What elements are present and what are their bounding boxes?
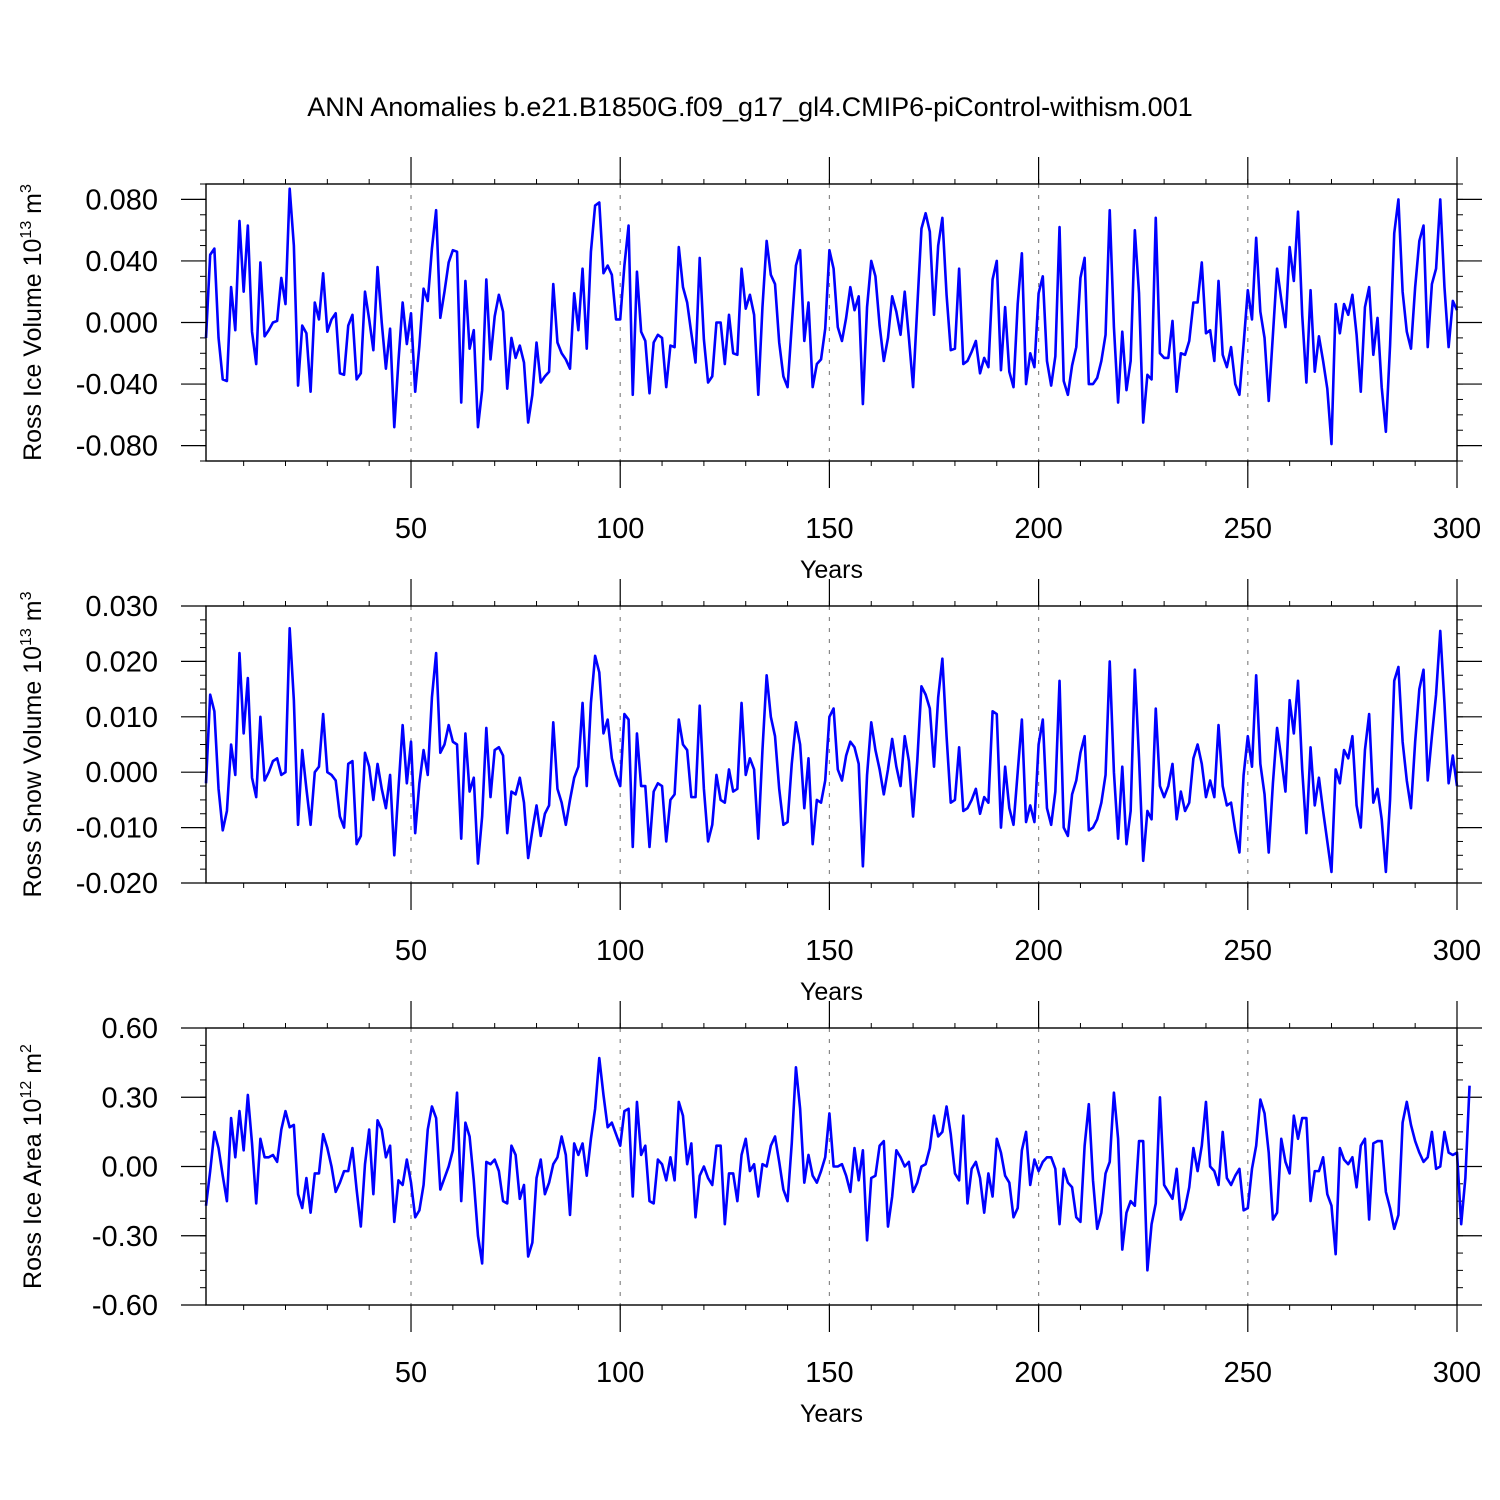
y-tick-label: -0.010 bbox=[76, 813, 158, 845]
x-tick-label: 250 bbox=[1224, 513, 1272, 545]
y-axis-title-text: m bbox=[19, 600, 47, 628]
y-axis-title-superscript: 2 bbox=[18, 1044, 35, 1053]
y-axis-title-superscript: 12 bbox=[18, 1081, 35, 1099]
x-tick-label: 300 bbox=[1433, 513, 1481, 545]
y-axis-title-text: Ross Snow Volume 10 bbox=[19, 646, 47, 898]
x-tick-label: 200 bbox=[1014, 513, 1062, 545]
y-tick-label: -0.60 bbox=[92, 1290, 158, 1322]
x-tick-label: 300 bbox=[1433, 1357, 1481, 1389]
x-axis-title: Years bbox=[800, 1400, 863, 1428]
panel-3: 50 100 150 200 250 300 -0.60 -0.30 0.00 0.30 0.60 Y… bbox=[18, 1001, 1482, 1428]
x-tick-label: 100 bbox=[596, 935, 644, 967]
x-tick-label: 150 bbox=[805, 513, 853, 545]
x-tick-label: 150 bbox=[805, 935, 853, 967]
y-tick-label: 0.000 bbox=[85, 757, 158, 789]
x-tick-label: 50 bbox=[395, 513, 427, 545]
y-axis-title-text: Ross Ice Volume 10 bbox=[19, 239, 47, 461]
x-tick-label: 250 bbox=[1224, 1357, 1272, 1389]
panel-2: 50 100 150 200 250 300 -0.020 -0.010 0.000 0.010 0… bbox=[18, 579, 1482, 1006]
y-tick-label: -0.080 bbox=[76, 431, 158, 463]
x-tick-label: 250 bbox=[1224, 935, 1272, 967]
x-tick-label: 300 bbox=[1433, 935, 1481, 967]
y-tick-label: 0.080 bbox=[85, 184, 158, 216]
y-tick-label: 0.020 bbox=[85, 646, 158, 678]
y-tick-label: 0.60 bbox=[102, 1013, 158, 1045]
y-tick-label: -0.020 bbox=[76, 868, 158, 900]
y-tick-label: 0.00 bbox=[102, 1152, 158, 1184]
x-tick-label: 100 bbox=[596, 513, 644, 545]
y-tick-label: 0.30 bbox=[102, 1082, 158, 1114]
y-tick-label: -0.040 bbox=[76, 369, 158, 401]
y-tick-label: 0.040 bbox=[85, 246, 158, 278]
y-axis-title-superscript: 13 bbox=[18, 221, 35, 239]
chart-svg: 50 100 150 200 250 300-0.080-0.0400.0000.0400… bbox=[0, 0, 1500, 1500]
x-tick-label: 200 bbox=[1014, 935, 1062, 967]
data-line-ross-snow-volume bbox=[206, 628, 1457, 872]
y-axis-title: Ross Ice Volume 1013 m3 bbox=[18, 184, 47, 461]
y-tick-label: -0.30 bbox=[92, 1221, 158, 1253]
x-axis-title: Years bbox=[800, 978, 863, 1006]
x-tick-label: 50 bbox=[395, 935, 427, 967]
y-axis-title-text: m bbox=[19, 193, 47, 221]
y-axis-title-superscript: 13 bbox=[18, 628, 35, 646]
y-axis-title-superscript: 3 bbox=[18, 591, 35, 600]
y-axis-title-superscript: 3 bbox=[18, 184, 35, 193]
y-tick-label: 0.000 bbox=[85, 308, 158, 340]
y-axis-title: Ross Ice Area 1012 m2 bbox=[18, 1044, 47, 1289]
panel-1: 50 100 150 200 250 300 -0.080 -0.040 0.000 0.040 0… bbox=[18, 157, 1482, 584]
x-tick-label: 200 bbox=[1014, 1357, 1062, 1389]
x-tick-label: 100 bbox=[596, 1357, 644, 1389]
data-line-ross-ice-area bbox=[206, 1058, 1470, 1270]
x-axis-title: Years bbox=[800, 556, 863, 584]
y-tick-label: 0.010 bbox=[85, 702, 158, 734]
y-tick-label: 0.030 bbox=[85, 591, 158, 623]
x-tick-label: 50 bbox=[395, 1357, 427, 1389]
y-axis-title-text: m bbox=[19, 1053, 47, 1081]
x-tick-label: 150 bbox=[805, 1357, 853, 1389]
data-line-ross-ice-volume bbox=[206, 189, 1457, 444]
y-axis-title: Ross Snow Volume 1013 m3 bbox=[18, 591, 47, 897]
y-axis-title-text: Ross Ice Area 10 bbox=[19, 1099, 47, 1289]
